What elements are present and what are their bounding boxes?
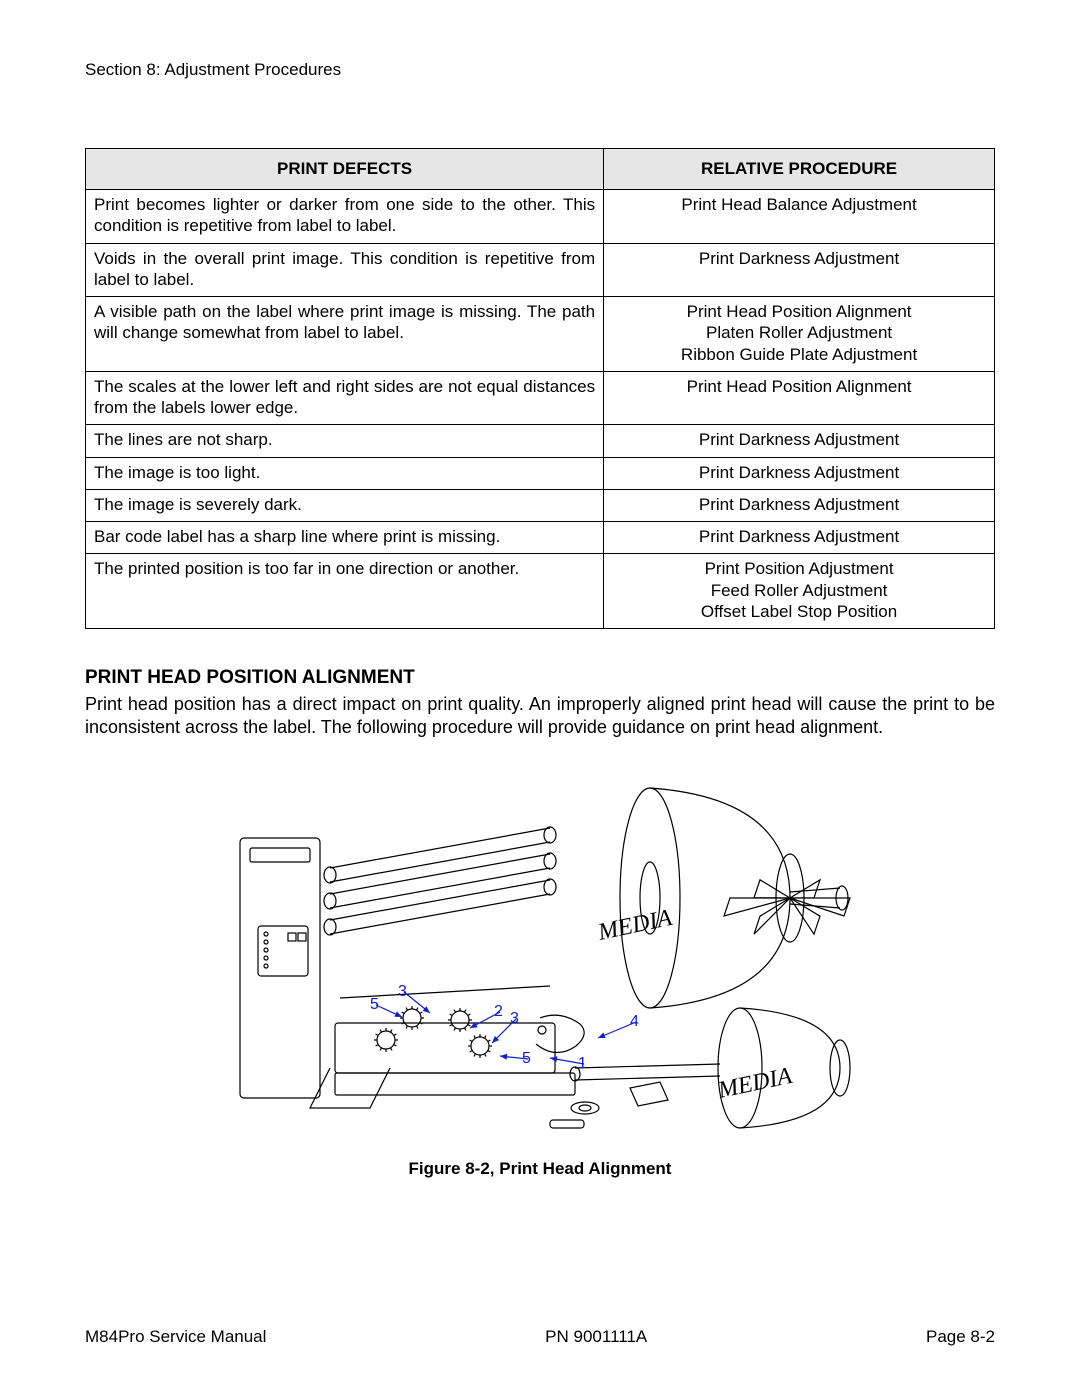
table-row: Bar code label has a sharp line where pr… (86, 522, 995, 554)
procedure-cell: Print Darkness Adjustment (604, 522, 995, 554)
section-header: Section 8: Adjustment Procedures (85, 60, 995, 80)
table-row: The scales at the lower left and right s… (86, 371, 995, 425)
svg-text:4: 4 (630, 1013, 639, 1030)
figure: MEDIAMEDIA3523451 Figure 8-2, Print Head… (85, 768, 995, 1179)
svg-text:3: 3 (398, 983, 407, 1000)
procedure-cell: Print Head Position Alignment (604, 371, 995, 425)
subheading: PRINT HEAD POSITION ALIGNMENT (85, 667, 995, 689)
svg-text:5: 5 (370, 996, 379, 1013)
defect-cell: Bar code label has a sharp line where pr… (86, 522, 604, 554)
table-row: The printed position is too far in one d… (86, 554, 995, 629)
defect-cell: The printed position is too far in one d… (86, 554, 604, 629)
footer-right: Page 8-2 (926, 1327, 995, 1347)
table-row: Print becomes lighter or darker from one… (86, 190, 995, 244)
figure-caption: Figure 8-2, Print Head Alignment (85, 1159, 995, 1179)
svg-text:1: 1 (578, 1055, 587, 1072)
defect-cell: Voids in the overall print image. This c… (86, 243, 604, 297)
defect-cell: Print becomes lighter or darker from one… (86, 190, 604, 244)
table-row: The image is severely dark.Print Darknes… (86, 489, 995, 521)
procedure-cell: Print Darkness Adjustment (604, 457, 995, 489)
table-row: The lines are not sharp.Print Darkness A… (86, 425, 995, 457)
body-paragraph: Print head position has a direct impact … (85, 693, 995, 738)
procedure-cell: Print Darkness Adjustment (604, 425, 995, 457)
diagram-svg: MEDIAMEDIA3523451 (180, 768, 900, 1138)
defect-cell: A visible path on the label where print … (86, 297, 604, 372)
svg-text:MEDIA: MEDIA (595, 905, 675, 946)
defect-cell: The lines are not sharp. (86, 425, 604, 457)
procedure-cell: Print Darkness Adjustment (604, 243, 995, 297)
defect-cell: The image is severely dark. (86, 489, 604, 521)
defect-cell: The image is too light. (86, 457, 604, 489)
svg-text:MEDIA: MEDIA (715, 1063, 795, 1104)
footer-left: M84Pro Service Manual (85, 1327, 266, 1347)
procedure-cell: Print Head Balance Adjustment (604, 190, 995, 244)
table-row: A visible path on the label where print … (86, 297, 995, 372)
col-header-defects: PRINT DEFECTS (86, 149, 604, 190)
procedure-cell: Print Darkness Adjustment (604, 489, 995, 521)
col-header-procedure: RELATIVE PROCEDURE (604, 149, 995, 190)
svg-text:5: 5 (522, 1050, 531, 1067)
svg-text:2: 2 (494, 1003, 503, 1020)
defect-cell: The scales at the lower left and right s… (86, 371, 604, 425)
procedure-cell: Print Position AdjustmentFeed Roller Adj… (604, 554, 995, 629)
footer: M84Pro Service Manual PN 9001111A Page 8… (85, 1327, 995, 1347)
footer-center: PN 9001111A (545, 1327, 647, 1347)
table-row: The image is too light.Print Darkness Ad… (86, 457, 995, 489)
procedure-cell: Print Head Position AlignmentPlaten Roll… (604, 297, 995, 372)
svg-text:3: 3 (510, 1010, 519, 1027)
defects-table: PRINT DEFECTS RELATIVE PROCEDURE Print b… (85, 148, 995, 629)
table-row: Voids in the overall print image. This c… (86, 243, 995, 297)
